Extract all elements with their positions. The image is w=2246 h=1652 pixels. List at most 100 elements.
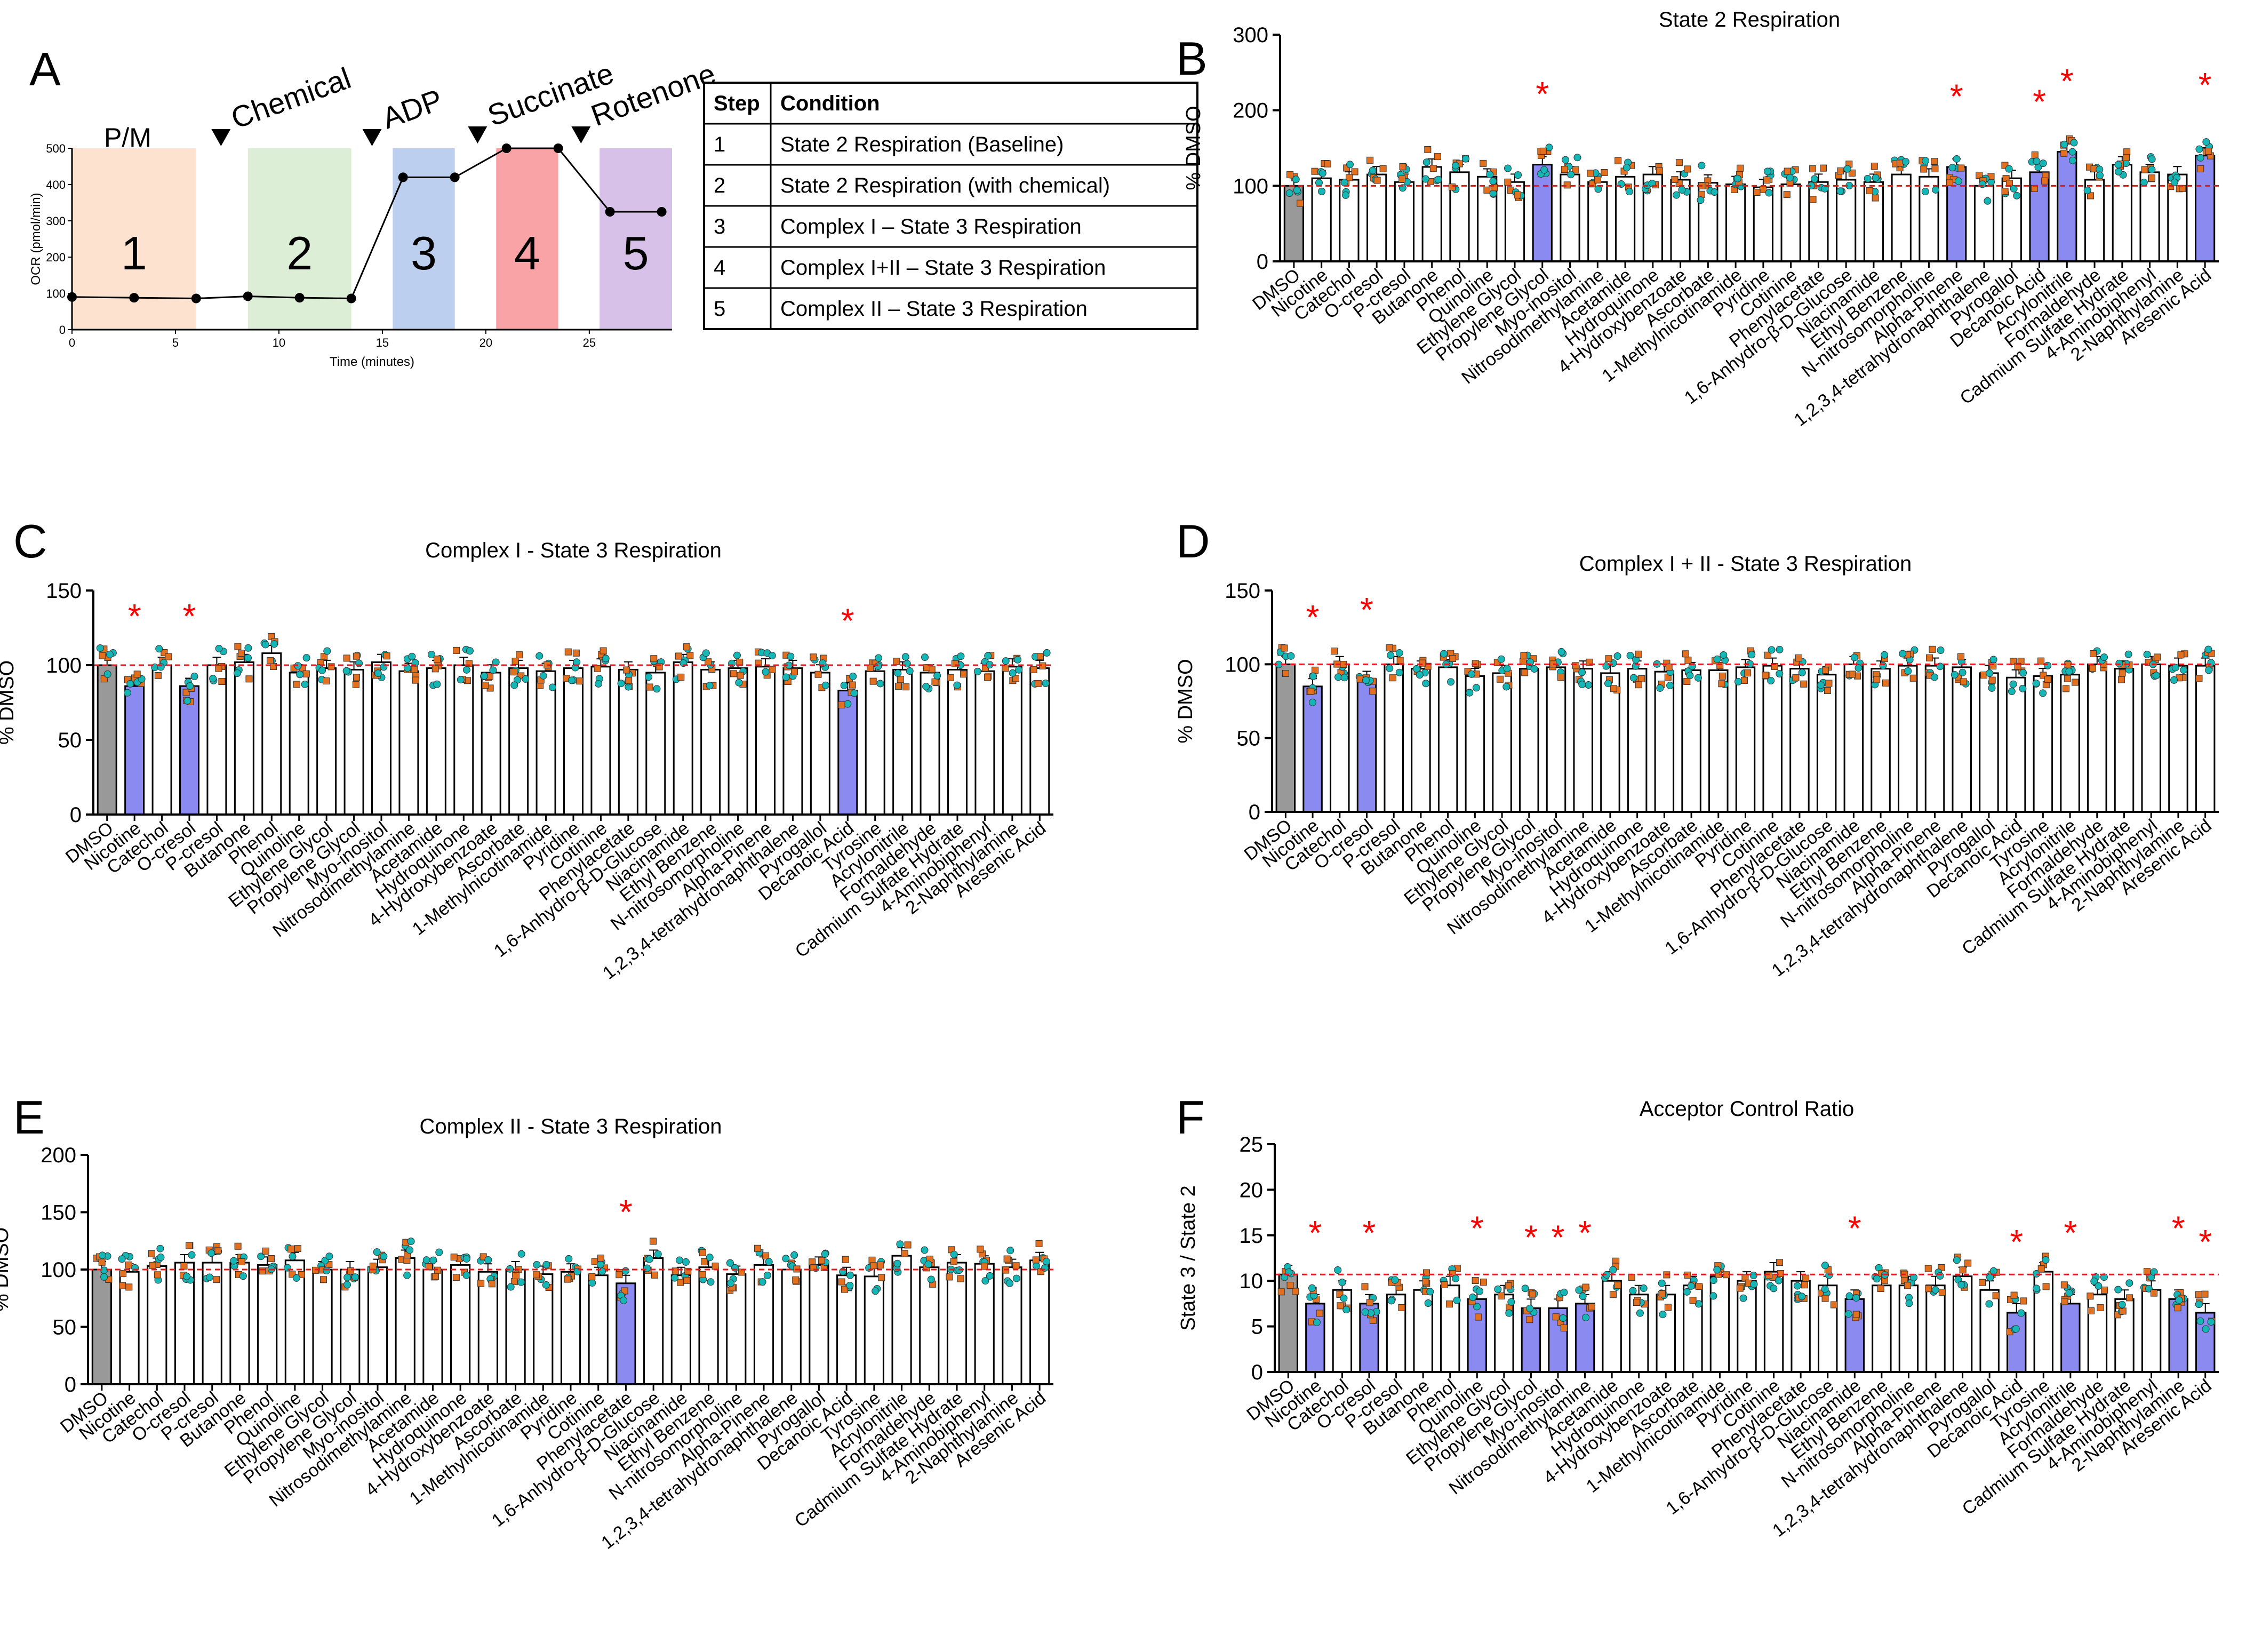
data-point xyxy=(705,658,712,666)
data-point xyxy=(1386,664,1394,672)
data-point xyxy=(893,658,900,665)
data-point xyxy=(533,1271,540,1279)
data-point xyxy=(477,1280,485,1287)
data-point xyxy=(1567,171,1575,179)
data-point xyxy=(1719,672,1726,680)
data-point xyxy=(1461,155,1469,163)
data-point xyxy=(1572,166,1579,173)
data-point xyxy=(707,1278,715,1286)
data-point xyxy=(1656,684,1664,692)
data-point xyxy=(1505,1282,1512,1290)
data-point xyxy=(1338,1279,1346,1287)
data-point xyxy=(2175,1296,2183,1304)
data-point xyxy=(270,663,277,671)
data-point xyxy=(1689,1297,1697,1304)
bar xyxy=(1654,671,1675,813)
y-tick-label: 300 xyxy=(46,214,66,228)
data-point xyxy=(2148,174,2155,182)
data-point xyxy=(406,1246,414,1254)
data-point xyxy=(1881,651,1889,659)
data-point xyxy=(347,1267,355,1275)
data-point xyxy=(1821,1262,1829,1270)
bar xyxy=(1737,1280,1757,1373)
data-point xyxy=(1042,680,1050,688)
data-point xyxy=(1984,197,1992,205)
data-point xyxy=(1398,1304,1405,1312)
data-point xyxy=(650,1238,657,1245)
y-tick-label: 0 xyxy=(1251,1361,1263,1384)
data-point xyxy=(1579,1292,1587,1300)
data-point xyxy=(1504,164,1512,172)
data-point xyxy=(1489,177,1497,185)
data-point xyxy=(1792,674,1800,682)
data-point xyxy=(457,676,465,684)
bar xyxy=(865,670,885,816)
bar xyxy=(450,1264,471,1385)
data-point xyxy=(213,1276,220,1283)
step-number: 3 xyxy=(411,227,437,280)
y-tick-label: 15 xyxy=(1240,1224,1264,1248)
data-point xyxy=(205,1273,213,1281)
data-point xyxy=(1578,668,1586,676)
bar xyxy=(590,666,611,816)
data-point xyxy=(1622,164,1630,172)
data-point xyxy=(1640,1284,1648,1292)
data-point xyxy=(1656,167,1663,174)
table-cell-condition: Complex II – State 3 Respiration xyxy=(780,297,1088,321)
data-point xyxy=(352,681,359,688)
data-point xyxy=(1921,188,1929,196)
data-point xyxy=(1014,656,1022,664)
data-point xyxy=(1844,1310,1852,1318)
y-axis-label: % DMSO xyxy=(0,1227,13,1312)
bar xyxy=(2195,665,2216,813)
data-point xyxy=(1659,1311,1667,1319)
data-point xyxy=(730,670,737,677)
data-point xyxy=(99,652,106,659)
data-point xyxy=(1795,654,1802,661)
data-point xyxy=(1801,1281,1808,1289)
bar xyxy=(1762,665,1783,813)
data-point xyxy=(1342,191,1350,199)
data-point xyxy=(922,682,930,690)
bar xyxy=(1725,183,1746,262)
bar xyxy=(1952,1275,1973,1373)
data-point xyxy=(1424,146,1432,153)
significance-star: * xyxy=(2060,62,2074,100)
step-number: 4 xyxy=(514,227,540,280)
data-point xyxy=(298,1271,305,1278)
y-axis-label: % DMSO xyxy=(1174,659,1197,743)
data-point xyxy=(1986,1273,1994,1281)
data-point xyxy=(1398,175,1406,183)
data-point xyxy=(769,666,776,673)
ocr-point xyxy=(501,143,511,153)
data-point xyxy=(564,1275,571,1283)
data-point xyxy=(768,652,776,660)
data-point xyxy=(287,1246,295,1253)
data-point xyxy=(1362,676,1370,684)
data-point xyxy=(1475,1313,1482,1321)
data-point xyxy=(1682,650,1689,658)
data-point xyxy=(126,680,134,688)
data-point xyxy=(369,1263,377,1270)
data-point xyxy=(1905,1299,1913,1307)
data-point xyxy=(517,1250,525,1258)
data-point xyxy=(1695,1283,1703,1290)
data-point xyxy=(1557,673,1564,681)
data-point xyxy=(2207,1318,2215,1326)
data-point xyxy=(1855,664,1863,672)
data-point xyxy=(1412,665,1420,673)
bar xyxy=(453,664,474,816)
step-number: 2 xyxy=(286,227,313,280)
data-point xyxy=(1822,667,1829,674)
data-point xyxy=(1429,165,1437,172)
data-point xyxy=(946,1273,953,1281)
data-point xyxy=(846,1271,854,1279)
data-point xyxy=(1957,653,1964,660)
data-point xyxy=(622,1267,630,1275)
data-point xyxy=(1356,675,1364,683)
data-point xyxy=(677,1279,684,1286)
data-point xyxy=(1373,177,1381,184)
table-cell-step: 1 xyxy=(714,133,725,156)
data-point xyxy=(700,1258,708,1266)
data-point xyxy=(2095,1282,2103,1290)
